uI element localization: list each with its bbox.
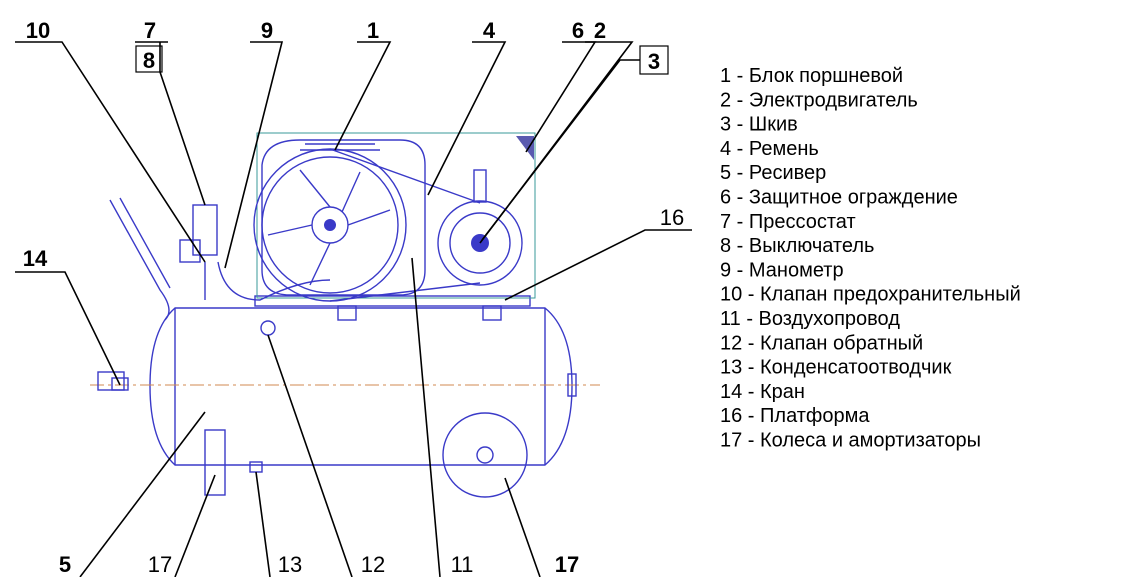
wheel xyxy=(443,413,527,497)
leader xyxy=(15,272,120,385)
callout: 7 xyxy=(144,18,156,43)
callout: 16 xyxy=(660,205,684,230)
callout: 17 xyxy=(555,552,579,577)
check-valve xyxy=(261,321,275,335)
hub-center xyxy=(324,219,336,231)
legend-item: 5 - Ресивер xyxy=(720,162,826,184)
leader xyxy=(256,472,270,577)
legend-item: 13 - Конденсатоотводчик xyxy=(720,357,952,379)
leader xyxy=(335,42,390,150)
callout: 2 xyxy=(594,18,606,43)
legend-item: 12 - Клапан обратный xyxy=(720,332,923,354)
drain xyxy=(250,462,262,472)
legend-item: 14 - Кран xyxy=(720,381,805,403)
legend-item: 7 - Прессостат xyxy=(720,211,856,233)
compressor-drawing xyxy=(90,133,600,497)
guard-mark xyxy=(516,136,534,160)
legend-item: 3 - Шкив xyxy=(720,114,798,136)
callout: 9 xyxy=(261,18,273,43)
leader-lines xyxy=(15,42,692,577)
legend-item: 11 - Воздухопровод xyxy=(720,308,900,330)
legend-item: 9 - Манометр xyxy=(720,259,844,281)
callout: 1 xyxy=(367,18,379,43)
callout: 5 xyxy=(59,552,71,577)
leader xyxy=(505,478,540,577)
leader xyxy=(428,42,505,195)
legend-item: 4 - Ремень xyxy=(720,138,819,160)
legend-item: 2 - Электродвигатель xyxy=(720,89,918,111)
tank xyxy=(150,308,572,465)
callout: 6 xyxy=(572,18,584,43)
callout: 17 xyxy=(148,552,172,577)
callout: 4 xyxy=(483,18,496,43)
foot xyxy=(205,430,225,495)
legend-item: 6 - Защитное ограждение xyxy=(720,187,958,209)
leader xyxy=(482,60,640,240)
tap xyxy=(98,372,124,390)
leader xyxy=(268,335,352,577)
legend-item: 10 - Клапан предохранительный xyxy=(720,284,1021,306)
leader xyxy=(175,475,215,577)
callout: 14 xyxy=(23,246,48,271)
callout: 12 xyxy=(361,552,385,577)
handle xyxy=(110,198,170,320)
callout: 3 xyxy=(648,49,660,74)
diagram: 10 7 8 9 1 4 6 2 3 16 14 5 17 13 12 11 1… xyxy=(0,0,1129,577)
wheel-hub xyxy=(477,447,493,463)
pressure-switch xyxy=(193,205,217,255)
leader xyxy=(80,412,205,577)
legend-item: 8 - Выключатель xyxy=(720,235,874,257)
legend-item: 17 - Колеса и амортизаторы xyxy=(720,430,981,452)
leader xyxy=(15,42,205,262)
callout: 13 xyxy=(278,552,302,577)
callout: 11 xyxy=(451,552,474,577)
legend-item: 16 - Платформа xyxy=(720,405,870,427)
callout: 8 xyxy=(143,48,155,73)
legend-item: 1 - Блок поршневой xyxy=(720,65,903,87)
leader xyxy=(505,230,692,300)
callout: 10 xyxy=(26,18,50,43)
motor-box xyxy=(474,170,486,202)
